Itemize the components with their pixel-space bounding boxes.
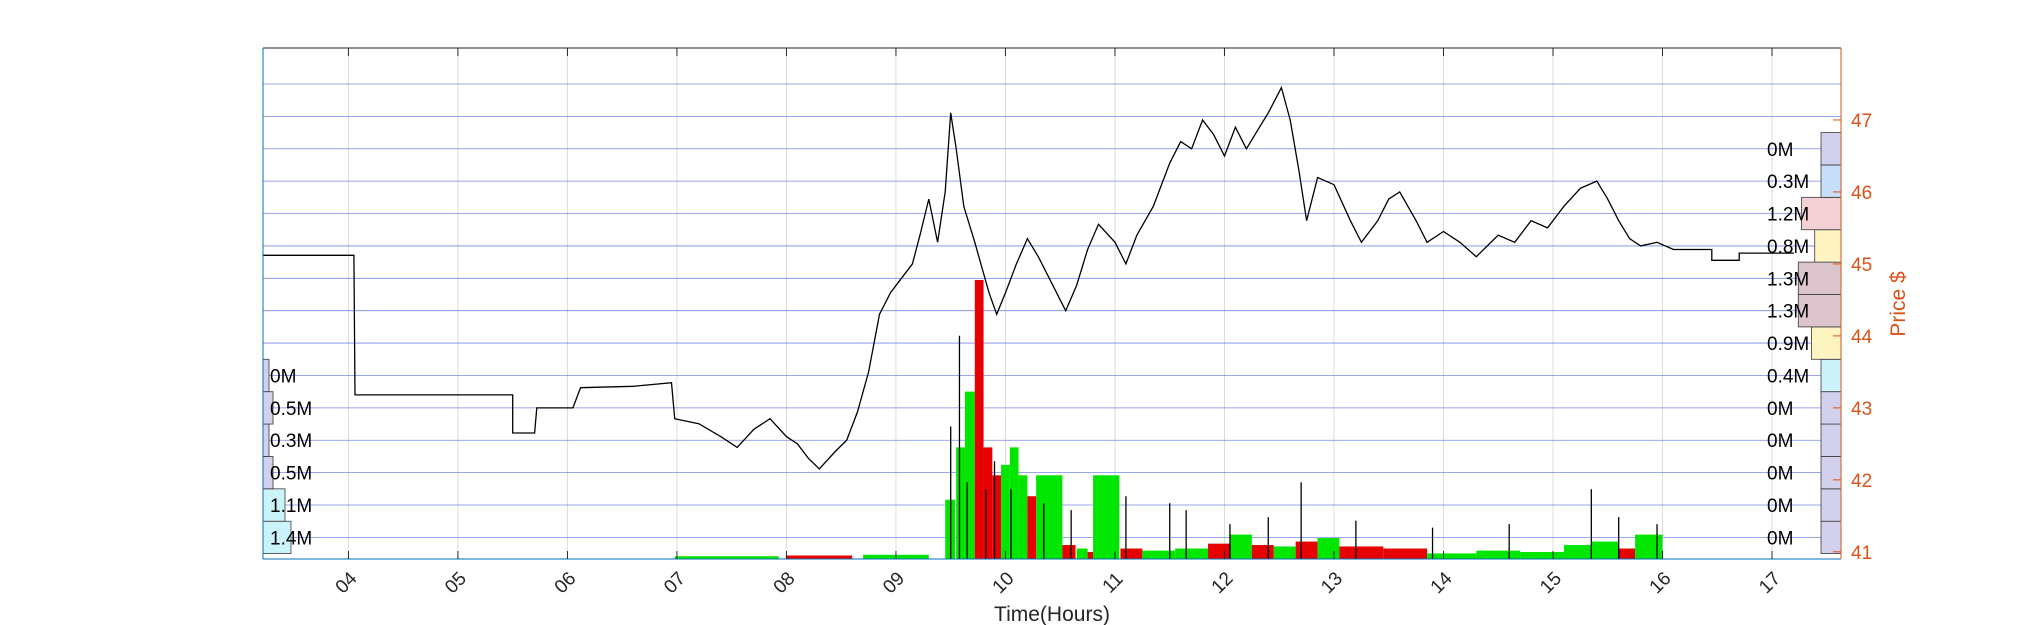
- volume-profile-bar-left: [262, 358, 270, 393]
- volume-profile-label-left: 0M: [270, 366, 296, 387]
- volume-profile-bar-right: [1820, 423, 1842, 457]
- volume-bar: [1076, 548, 1088, 559]
- volume-bar: [1175, 548, 1209, 559]
- x-tick-label: 07: [660, 568, 690, 598]
- plot-background: [263, 48, 1841, 559]
- volume-profile-bar-right: [1801, 196, 1842, 231]
- volume-bar: [1229, 534, 1252, 559]
- volume-bars: [674, 280, 1663, 559]
- volume-bar: [1273, 546, 1296, 559]
- volume-profile-bar-right: [1820, 164, 1842, 198]
- volume-bar: [674, 556, 779, 559]
- volume-bar: [992, 475, 1002, 559]
- volume-bar: [1563, 545, 1592, 559]
- volume-profile-label-right: 1.3M: [1767, 269, 1809, 290]
- volume-profile-label-right: 0M: [1767, 496, 1793, 517]
- volume-profile-bar-right: [1820, 488, 1842, 522]
- volume-bar: [1427, 553, 1477, 559]
- x-tick-label: 06: [551, 568, 581, 598]
- volume-profile: 1.4M 1.1M 0.5M 0.3M 0.5M 0M 0M 0M 0M 0M 0M 0.4M 0.9M…: [262, 132, 1842, 555]
- volume-profile-label-right: 0.8M: [1767, 237, 1809, 258]
- volume-bar: [1009, 447, 1019, 559]
- x-axis-title: Time(Hours): [994, 603, 1110, 625]
- x-tick-label: 13: [1317, 568, 1347, 598]
- volume-profile-label-left: 1.1M: [270, 496, 312, 517]
- volume-bar: [1317, 538, 1340, 559]
- volume-profile-label-right: 0M: [1767, 431, 1793, 452]
- x-tick-label: 11: [1099, 569, 1128, 598]
- volume-bar: [1295, 541, 1318, 559]
- volume-bar: [1018, 475, 1028, 559]
- price-tick-label: 44: [1851, 327, 1873, 348]
- volume-bar: [1520, 552, 1564, 559]
- volume-profile-bar-right: [1820, 132, 1842, 166]
- volume-bar: [1093, 475, 1120, 559]
- volume-profile-label-left: 0.5M: [270, 464, 312, 485]
- volume-bar: [1383, 548, 1428, 559]
- x-tick-label: 14: [1427, 568, 1457, 598]
- volume-profile-label-right: 0M: [1767, 464, 1793, 485]
- volume-profile-bar-left: [262, 520, 292, 555]
- volume-profile-label-right: 0M: [1767, 528, 1793, 549]
- volume-bar: [1339, 546, 1384, 559]
- volume-bar: [1476, 550, 1521, 559]
- volume-bar: [1027, 496, 1037, 559]
- x-tick-label: 17: [1755, 568, 1785, 598]
- volume-bar: [974, 280, 984, 559]
- x-tick-label: 04: [332, 568, 362, 598]
- x-tick-label: 10: [989, 568, 1019, 598]
- volume-profile-bar-right: [1820, 358, 1842, 393]
- volume-profile-label-left: 0.3M: [270, 431, 312, 452]
- volume-profile-label-right: 1.2M: [1767, 205, 1809, 226]
- price-series: [263, 85, 1794, 470]
- volume-bar: [1036, 475, 1063, 559]
- price-axis-title: Price $: [1887, 271, 1910, 337]
- volume-bar: [1062, 545, 1076, 559]
- price-tick-label: 41: [1851, 543, 1872, 564]
- volume-profile-label-right: 0.9M: [1767, 334, 1809, 355]
- x-tick-label: 15: [1536, 568, 1566, 598]
- x-tick-label: 05: [441, 568, 471, 598]
- price-tick-label: 42: [1851, 471, 1872, 492]
- volume-bar: [1120, 548, 1143, 559]
- volume-profile-label-left: 0.5M: [270, 399, 312, 420]
- volume-profile-bar-right: [1797, 261, 1842, 295]
- volume-profile-label-right: 0.4M: [1767, 366, 1809, 387]
- volume-bar: [1001, 464, 1010, 559]
- volume-profile-bar-right: [1820, 456, 1842, 490]
- volume-bar: [1591, 541, 1619, 559]
- volume-profile-bar-right: [1814, 229, 1842, 263]
- price-tick-label: 47: [1851, 111, 1872, 132]
- price-tick-label: 45: [1851, 255, 1872, 276]
- volume-profile-bar-right: [1820, 520, 1842, 555]
- volume-profile-label-right: 1.3M: [1767, 302, 1809, 323]
- x-tick-label: 08: [770, 568, 800, 598]
- volume-bar: [1251, 545, 1274, 559]
- volume-bar: [964, 391, 975, 559]
- volume-profile-bar-left: [262, 423, 270, 457]
- x-tick-label: 12: [1208, 568, 1238, 598]
- price-tick-label: 46: [1851, 183, 1872, 204]
- volume-bar: [786, 555, 853, 559]
- x-tick-label: 09: [879, 568, 909, 598]
- volume-profile-label-right: 0M: [1767, 399, 1793, 420]
- volume-profile-label-right: 0M: [1767, 140, 1793, 161]
- volume-bar: [1618, 548, 1636, 559]
- volume-profile-bar-right: [1811, 326, 1842, 360]
- volume-bar: [956, 447, 965, 559]
- volume-profile-label-left: 1.4M: [270, 528, 312, 549]
- x-tick-label: 16: [1646, 568, 1676, 598]
- volume-profile-label-right: 0.3M: [1767, 172, 1809, 193]
- price-line: [263, 85, 1794, 470]
- volume-bar: [1142, 550, 1176, 559]
- volume-bar: [983, 447, 993, 559]
- volume-bar: [1635, 534, 1663, 559]
- price-tick-label: 43: [1851, 399, 1872, 420]
- volume-bar: [1208, 543, 1230, 559]
